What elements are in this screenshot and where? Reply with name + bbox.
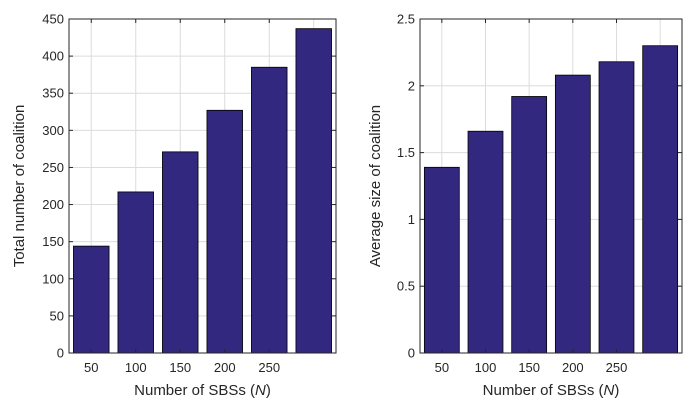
bar <box>423 166 460 354</box>
x-axis-label-italic: N <box>604 382 615 399</box>
axes-box <box>419 18 683 354</box>
bars <box>423 45 679 354</box>
y-tick-label: 400 <box>42 49 64 64</box>
chart-panel-1: 0 50 100 150 200 250 300 350 400 450 50 100 150 200 25… <box>11 12 337 399</box>
x-tick-label: 250 <box>606 360 628 375</box>
x-axis: 50 100 150 200 250 <box>435 19 628 375</box>
x-axis-label-part: Number of SBSs ( <box>483 382 604 399</box>
bar <box>598 61 635 354</box>
x-tick-label: 200 <box>214 360 236 375</box>
bar <box>117 191 154 354</box>
y-tick-label: 0 <box>57 346 64 361</box>
x-axis-label-part: ) <box>266 382 271 399</box>
y-tick-label: 0.5 <box>397 279 415 294</box>
y-tick-label: 1 <box>408 212 415 227</box>
x-axis-label: Number of SBSs (N) <box>483 382 620 399</box>
y-tick-label: 50 <box>50 308 64 323</box>
x-tick-label: 100 <box>125 360 147 375</box>
bar <box>554 74 591 354</box>
x-tick-label: 50 <box>435 360 449 375</box>
y-axis-label: Average size of coalition <box>367 105 384 267</box>
y-tick-label: 250 <box>42 160 64 175</box>
y-tick-label: 150 <box>42 234 64 249</box>
x-tick-label: 150 <box>518 360 540 375</box>
bar <box>73 245 110 354</box>
bar <box>511 96 548 354</box>
bar <box>251 66 288 354</box>
axes-box <box>68 18 337 354</box>
bar <box>467 130 504 354</box>
y-tick-label: 100 <box>42 271 64 286</box>
y-tick-label: 2 <box>408 78 415 93</box>
y-tick-label: 450 <box>42 12 64 27</box>
y-axis-label: Total number of coalition <box>11 105 28 268</box>
x-tick-label: 200 <box>562 360 584 375</box>
x-axis-label: Number of SBSs (N) <box>134 382 271 399</box>
bar <box>642 45 679 354</box>
bar <box>162 151 199 354</box>
y-tick-label: 300 <box>42 123 64 138</box>
bar <box>295 28 332 354</box>
x-tick-label: 100 <box>475 360 497 375</box>
y-axis: 0 50 100 150 200 250 300 350 400 450 <box>42 12 336 361</box>
x-axis: 50 100 150 200 250 <box>84 19 280 375</box>
x-axis-label-part: ) <box>614 382 619 399</box>
x-tick-label: 150 <box>169 360 191 375</box>
y-tick-label: 200 <box>42 197 64 212</box>
x-tick-label: 250 <box>258 360 280 375</box>
bar <box>206 109 243 354</box>
y-tick-label: 350 <box>42 86 64 101</box>
y-tick-label: 2.5 <box>397 12 415 27</box>
x-tick-label: 50 <box>84 360 98 375</box>
x-axis-label-part: Number of SBSs ( <box>134 382 255 399</box>
x-axis-label-italic: N <box>255 382 266 399</box>
y-axis: 0 0.5 1 1.5 2 2.5 <box>397 12 682 361</box>
y-tick-label: 1.5 <box>397 145 415 160</box>
y-tick-label: 0 <box>408 346 415 361</box>
bars <box>73 28 332 354</box>
